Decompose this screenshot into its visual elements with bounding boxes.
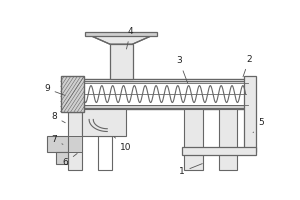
Text: 1: 1	[179, 164, 202, 176]
Bar	[98, 136, 112, 170]
Text: 6: 6	[62, 154, 77, 167]
Text: 4: 4	[127, 27, 133, 49]
Bar	[61, 76, 84, 112]
Bar	[184, 109, 203, 170]
Text: 8: 8	[51, 112, 65, 123]
Bar	[110, 44, 133, 79]
Text: 5: 5	[253, 118, 264, 133]
Bar	[85, 32, 157, 36]
Text: 7: 7	[51, 135, 63, 144]
Bar	[219, 109, 238, 170]
Bar	[56, 152, 68, 164]
Text: 2: 2	[243, 55, 252, 77]
Text: 3: 3	[176, 56, 188, 83]
Bar	[80, 105, 248, 108]
Polygon shape	[89, 35, 154, 44]
Bar	[79, 79, 249, 109]
Bar	[68, 136, 82, 152]
Bar	[82, 109, 126, 136]
Bar	[182, 147, 256, 155]
Bar	[47, 136, 68, 152]
Bar	[80, 81, 248, 83]
Text: 10: 10	[114, 137, 132, 152]
Bar	[68, 112, 82, 170]
Text: 9: 9	[44, 84, 65, 95]
Bar	[244, 76, 256, 152]
Bar	[80, 83, 248, 105]
